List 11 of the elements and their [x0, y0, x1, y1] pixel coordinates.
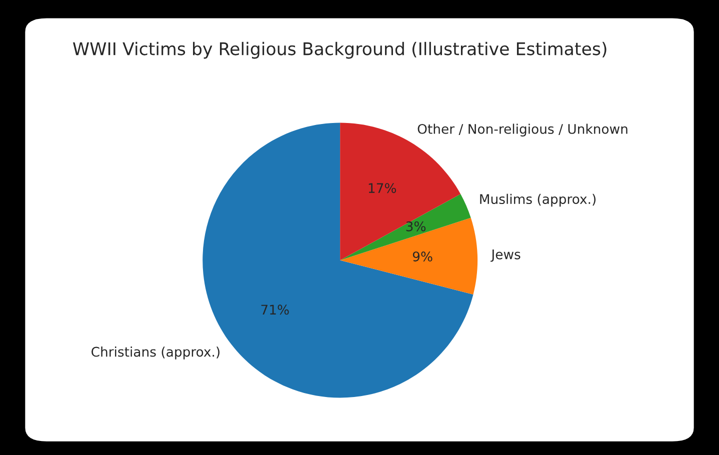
pie-slice [340, 194, 471, 260]
slice-label: Other / Non-religious / Unknown [418, 124, 628, 136]
pie-slice [340, 218, 478, 294]
slice-label: Muslims (approx.) [480, 194, 596, 207]
data-label: 3% [406, 221, 426, 232]
data-label: 17% [368, 183, 396, 194]
slice-label: Christians (approx.) [92, 346, 220, 360]
data-label: 71% [261, 304, 289, 315]
chart-title: WWII Victims by Religious Background (Illustrative Estimates) [72, 42, 606, 59]
data-label: 9% [412, 252, 432, 262]
slice-label: Jews [490, 250, 520, 262]
